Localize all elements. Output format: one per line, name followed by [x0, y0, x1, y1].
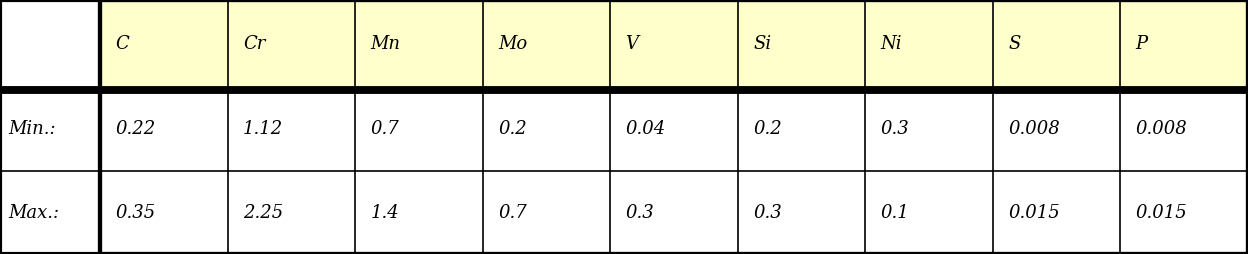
Bar — [738, 171, 865, 254]
Text: Ni: Ni — [881, 35, 902, 53]
Bar — [1121, 171, 1248, 254]
Bar — [993, 88, 1121, 171]
Bar — [356, 0, 483, 88]
Bar — [1121, 88, 1248, 171]
Text: C: C — [115, 35, 129, 53]
Bar — [1121, 0, 1248, 88]
Bar — [100, 0, 227, 88]
Text: 0.008: 0.008 — [1136, 120, 1188, 138]
Text: P: P — [1136, 35, 1148, 53]
Text: 1.4: 1.4 — [371, 203, 399, 221]
Bar — [865, 88, 993, 171]
Bar — [227, 88, 356, 171]
Text: 0.008: 0.008 — [1008, 120, 1060, 138]
Text: 0.3: 0.3 — [753, 203, 781, 221]
Bar — [227, 171, 356, 254]
Bar — [865, 0, 993, 88]
Text: 1.12: 1.12 — [243, 120, 283, 138]
Bar — [227, 0, 356, 88]
Text: Min.:: Min.: — [7, 120, 56, 138]
Bar — [100, 171, 227, 254]
Text: Cr: Cr — [243, 35, 266, 53]
Bar — [993, 171, 1121, 254]
Text: Max.:: Max.: — [7, 203, 59, 221]
Text: S: S — [1008, 35, 1021, 53]
Bar — [100, 88, 227, 171]
Text: 0.3: 0.3 — [625, 203, 654, 221]
Bar — [610, 88, 738, 171]
Text: 0.015: 0.015 — [1008, 203, 1060, 221]
Bar — [483, 171, 610, 254]
Text: 0.04: 0.04 — [625, 120, 665, 138]
Text: 2.25: 2.25 — [243, 203, 283, 221]
Bar — [356, 88, 483, 171]
Bar — [738, 88, 865, 171]
Bar — [865, 171, 993, 254]
Text: 0.2: 0.2 — [753, 120, 781, 138]
Text: 0.7: 0.7 — [498, 203, 527, 221]
Text: Mn: Mn — [371, 35, 401, 53]
Text: 0.22: 0.22 — [115, 120, 156, 138]
Bar — [483, 88, 610, 171]
Text: Si: Si — [753, 35, 771, 53]
Text: 0.7: 0.7 — [371, 120, 399, 138]
Bar — [356, 171, 483, 254]
Text: 0.3: 0.3 — [881, 120, 910, 138]
Text: 0.35: 0.35 — [115, 203, 156, 221]
Bar — [993, 0, 1121, 88]
Text: V: V — [625, 35, 639, 53]
Bar — [610, 0, 738, 88]
Text: 0.1: 0.1 — [881, 203, 910, 221]
Text: 0.015: 0.015 — [1136, 203, 1188, 221]
Bar — [738, 0, 865, 88]
Text: Mo: Mo — [498, 35, 527, 53]
Bar — [483, 0, 610, 88]
Text: 0.2: 0.2 — [498, 120, 527, 138]
Bar — [610, 171, 738, 254]
